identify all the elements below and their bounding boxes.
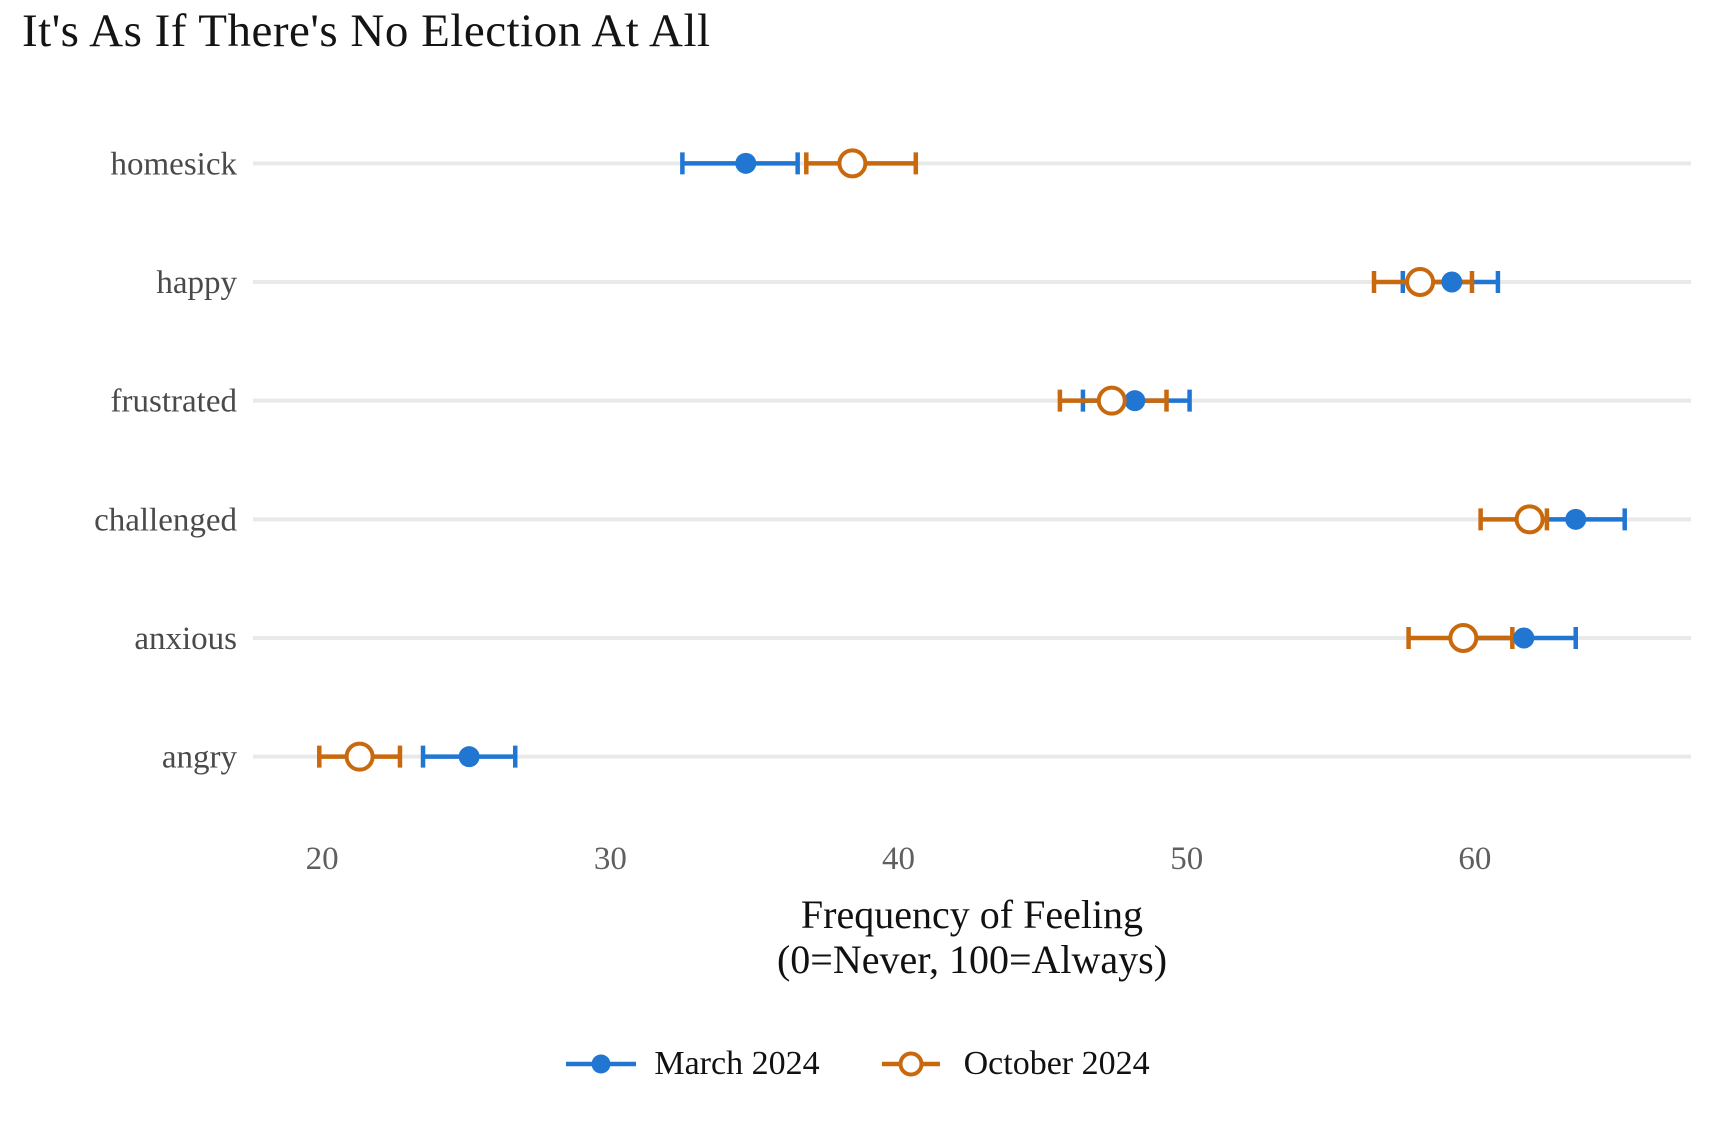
legend-item-march: March 2024 — [562, 1045, 820, 1083]
category-label-frustrated: frustrated — [111, 384, 238, 420]
marker-march-challenged — [1565, 508, 1587, 530]
x-axis-title-line1: Frequency of Feeling — [800, 892, 1144, 937]
legend-label-october: October 2024 — [963, 1045, 1150, 1082]
legend: March 2024 October 2024 — [0, 1045, 1712, 1083]
marker-october-homesick — [837, 148, 868, 179]
x-axis-title-line2: (0=Never, 100=Always) — [776, 936, 1168, 982]
x-axis-title: Frequency of Feeling (0=Never, 100=Alway… — [253, 892, 1691, 983]
marker-october-challenged — [1514, 504, 1545, 535]
x-tick-label-20: 20 — [306, 841, 339, 877]
category-label-happy: happy — [156, 265, 237, 301]
marker-october-frustrated — [1096, 385, 1127, 416]
category-label-angry: angry — [162, 740, 238, 776]
category-label-homesick: homesick — [111, 146, 238, 182]
marker-march-angry — [458, 746, 480, 768]
chart-title: It's As If There's No Election At All — [22, 5, 711, 57]
legend-label-march: March 2024 — [654, 1045, 820, 1082]
legend-marker-march-icon — [566, 1054, 637, 1074]
category-label-challenged: challenged — [94, 502, 237, 538]
marker-march-anxious — [1513, 627, 1535, 649]
x-tick-label-50: 50 — [1170, 841, 1203, 877]
marker-october-anxious — [1448, 623, 1479, 653]
x-tick-label-60: 60 — [1458, 841, 1491, 877]
category-label-anxious: anxious — [134, 621, 237, 657]
marker-march-frustrated — [1124, 390, 1146, 412]
legend-item-october: October 2024 — [872, 1045, 1150, 1083]
x-tick-label-40: 40 — [882, 841, 915, 877]
marker-march-happy — [1441, 271, 1463, 293]
marker-october-happy — [1405, 267, 1436, 297]
x-tick-label-30: 30 — [594, 841, 627, 877]
marker-october-angry — [344, 741, 375, 772]
marker-march-homesick — [735, 152, 757, 174]
legend-marker-october-icon — [881, 1051, 940, 1077]
plot-area: homesick happy frustrated challenged anxious… — [94, 146, 1691, 877]
